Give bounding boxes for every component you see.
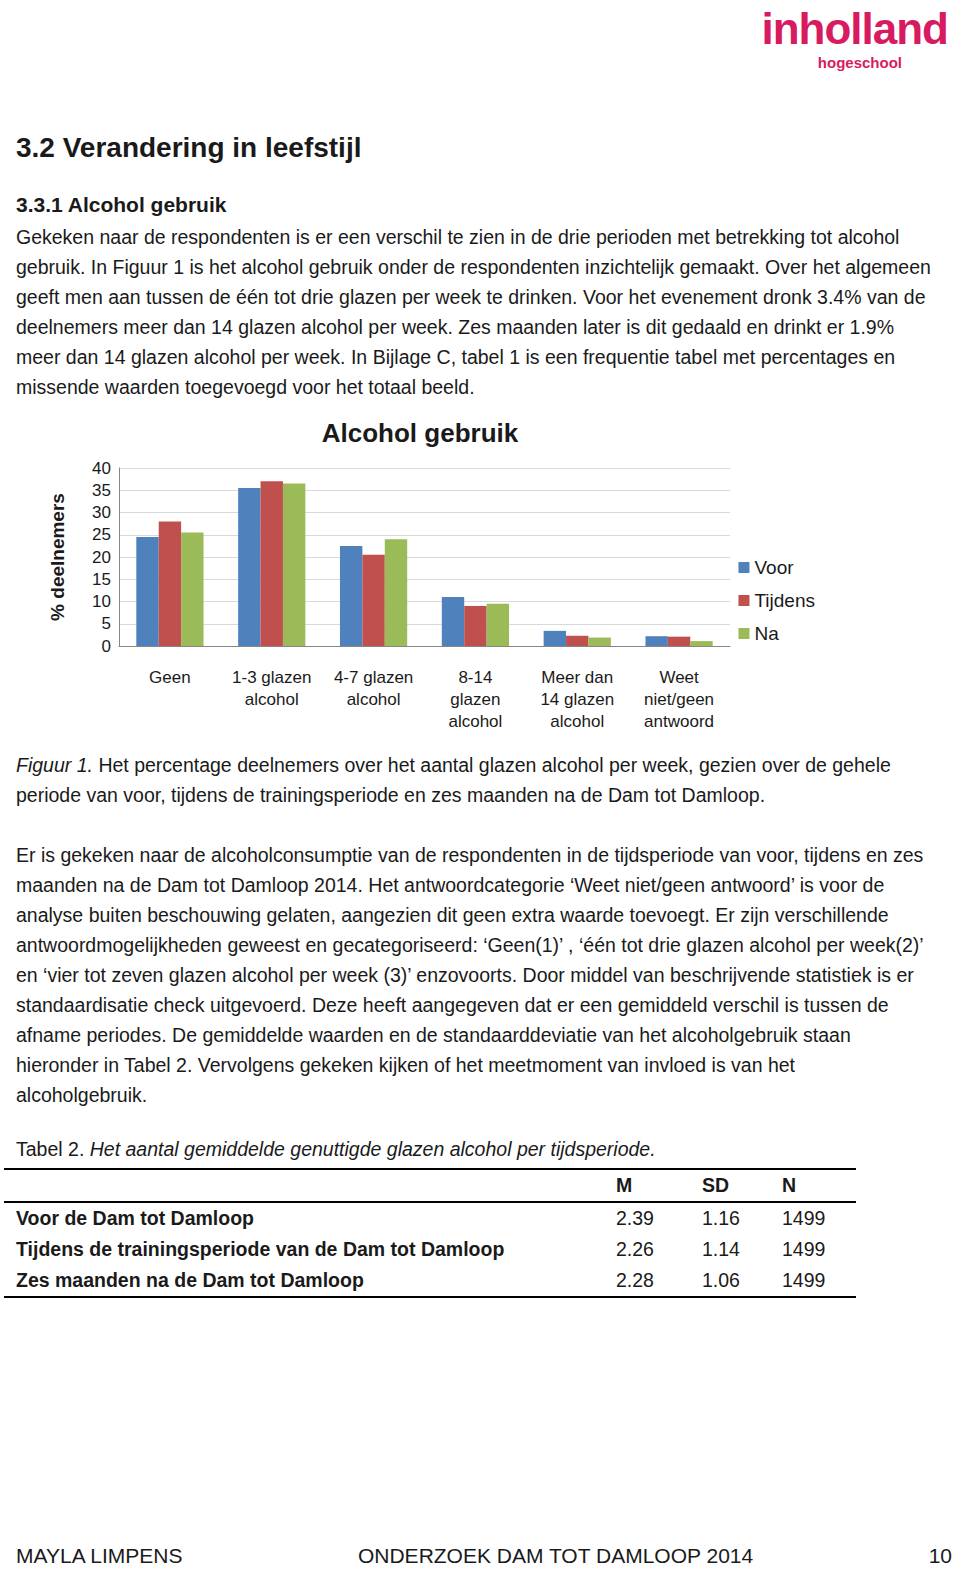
svg-text:8-14: 8-14 — [458, 668, 492, 687]
svg-text:antwoord: antwoord — [644, 712, 714, 731]
html-text:1499: 1499 — [782, 1207, 826, 1229]
html-text:Tijdens de trainingsperiode va: Tijdens de trainingsperiode van de Dam t… — [16, 1238, 505, 1260]
html-text:Voor de Dam tot Damloop: Voor de Dam tot Damloop — [16, 1207, 254, 1229]
html-text:N: N — [782, 1174, 797, 1196]
svg-text:0: 0 — [102, 637, 111, 656]
svg-text:Tijdens: Tijdens — [754, 590, 815, 611]
html-text:1499: 1499 — [782, 1238, 826, 1260]
html-text:MAYLA LIMPENS: MAYLA LIMPENS — [16, 1544, 183, 1567]
svg-text:14 glazen: 14 glazen — [540, 690, 614, 709]
svg-text:alcohol: alcohol — [245, 690, 299, 709]
svg-text:Weet: Weet — [659, 668, 699, 687]
html-text:2.28: 2.28 — [616, 1269, 654, 1291]
svg-text:Voor: Voor — [754, 557, 794, 578]
svg-text:20: 20 — [92, 548, 111, 567]
html-text:ONDERZOEK DAM TOT DAMLOOP 2014: ONDERZOEK DAM TOT DAMLOOP 2014 — [358, 1544, 754, 1567]
svg-text:30: 30 — [92, 503, 111, 522]
svg-text:Na: Na — [754, 623, 779, 644]
svg-text:% deelnemers: % deelnemers — [47, 493, 68, 621]
svg-text:Alcohol gebruik: Alcohol gebruik — [322, 418, 519, 448]
html-text:hogeschool: hogeschool — [817, 54, 902, 71]
html-text:inholland: inholland — [761, 4, 948, 53]
html-text:M: M — [616, 1174, 633, 1196]
svg-text:10: 10 — [92, 592, 111, 611]
html-text:2.39: 2.39 — [616, 1207, 654, 1229]
svg-text:alcohol: alcohol — [448, 712, 502, 731]
svg-text:alcohol: alcohol — [550, 712, 604, 731]
svg-text:Geen: Geen — [149, 668, 191, 687]
svg-text:15: 15 — [92, 570, 111, 589]
svg-text:25: 25 — [92, 525, 111, 544]
html-text:3.2 Verandering in leefstijl: 3.2 Verandering in leefstijl — [16, 132, 362, 163]
html-text:1.16: 1.16 — [702, 1207, 740, 1229]
svg-text:1-3 glazen: 1-3 glazen — [232, 668, 311, 687]
html-text:Figuur 1. Het percentage deeln: Figuur 1. Het percentage deelnemers over… — [16, 754, 891, 806]
html-text:2.26: 2.26 — [616, 1238, 654, 1260]
svg-text:35: 35 — [92, 481, 111, 500]
html-text:Er is gekeken naar de alcoholc: Er is gekeken naar de alcoholconsumptie … — [16, 844, 924, 1106]
html-text:Tabel 2. Het aantal gemiddelde: Tabel 2. Het aantal gemiddelde genuttigd… — [16, 1138, 656, 1160]
svg-text:alcohol: alcohol — [347, 690, 401, 709]
svg-text:4-7 glazen: 4-7 glazen — [334, 668, 413, 687]
svg-text:niet/geen: niet/geen — [644, 690, 714, 709]
html-text:Zes maanden na de Dam tot Daml: Zes maanden na de Dam tot Damloop — [16, 1269, 364, 1291]
html-text:3.3.1 Alcohol gebruik: 3.3.1 Alcohol gebruik — [16, 193, 227, 216]
html-text:1.14: 1.14 — [702, 1238, 740, 1260]
html-text:Gekeken naar de respondenten i: Gekeken naar de respondenten is er een v… — [16, 226, 931, 398]
svg-text:glazen: glazen — [450, 690, 500, 709]
html-text:1499: 1499 — [782, 1269, 826, 1291]
html-text:SD: SD — [702, 1174, 730, 1196]
svg-text:5: 5 — [102, 614, 111, 633]
html-text:10: 10 — [928, 1544, 952, 1567]
svg-text:Meer dan: Meer dan — [541, 668, 613, 687]
html-text:1.06: 1.06 — [702, 1269, 740, 1291]
svg-text:40: 40 — [92, 459, 111, 478]
